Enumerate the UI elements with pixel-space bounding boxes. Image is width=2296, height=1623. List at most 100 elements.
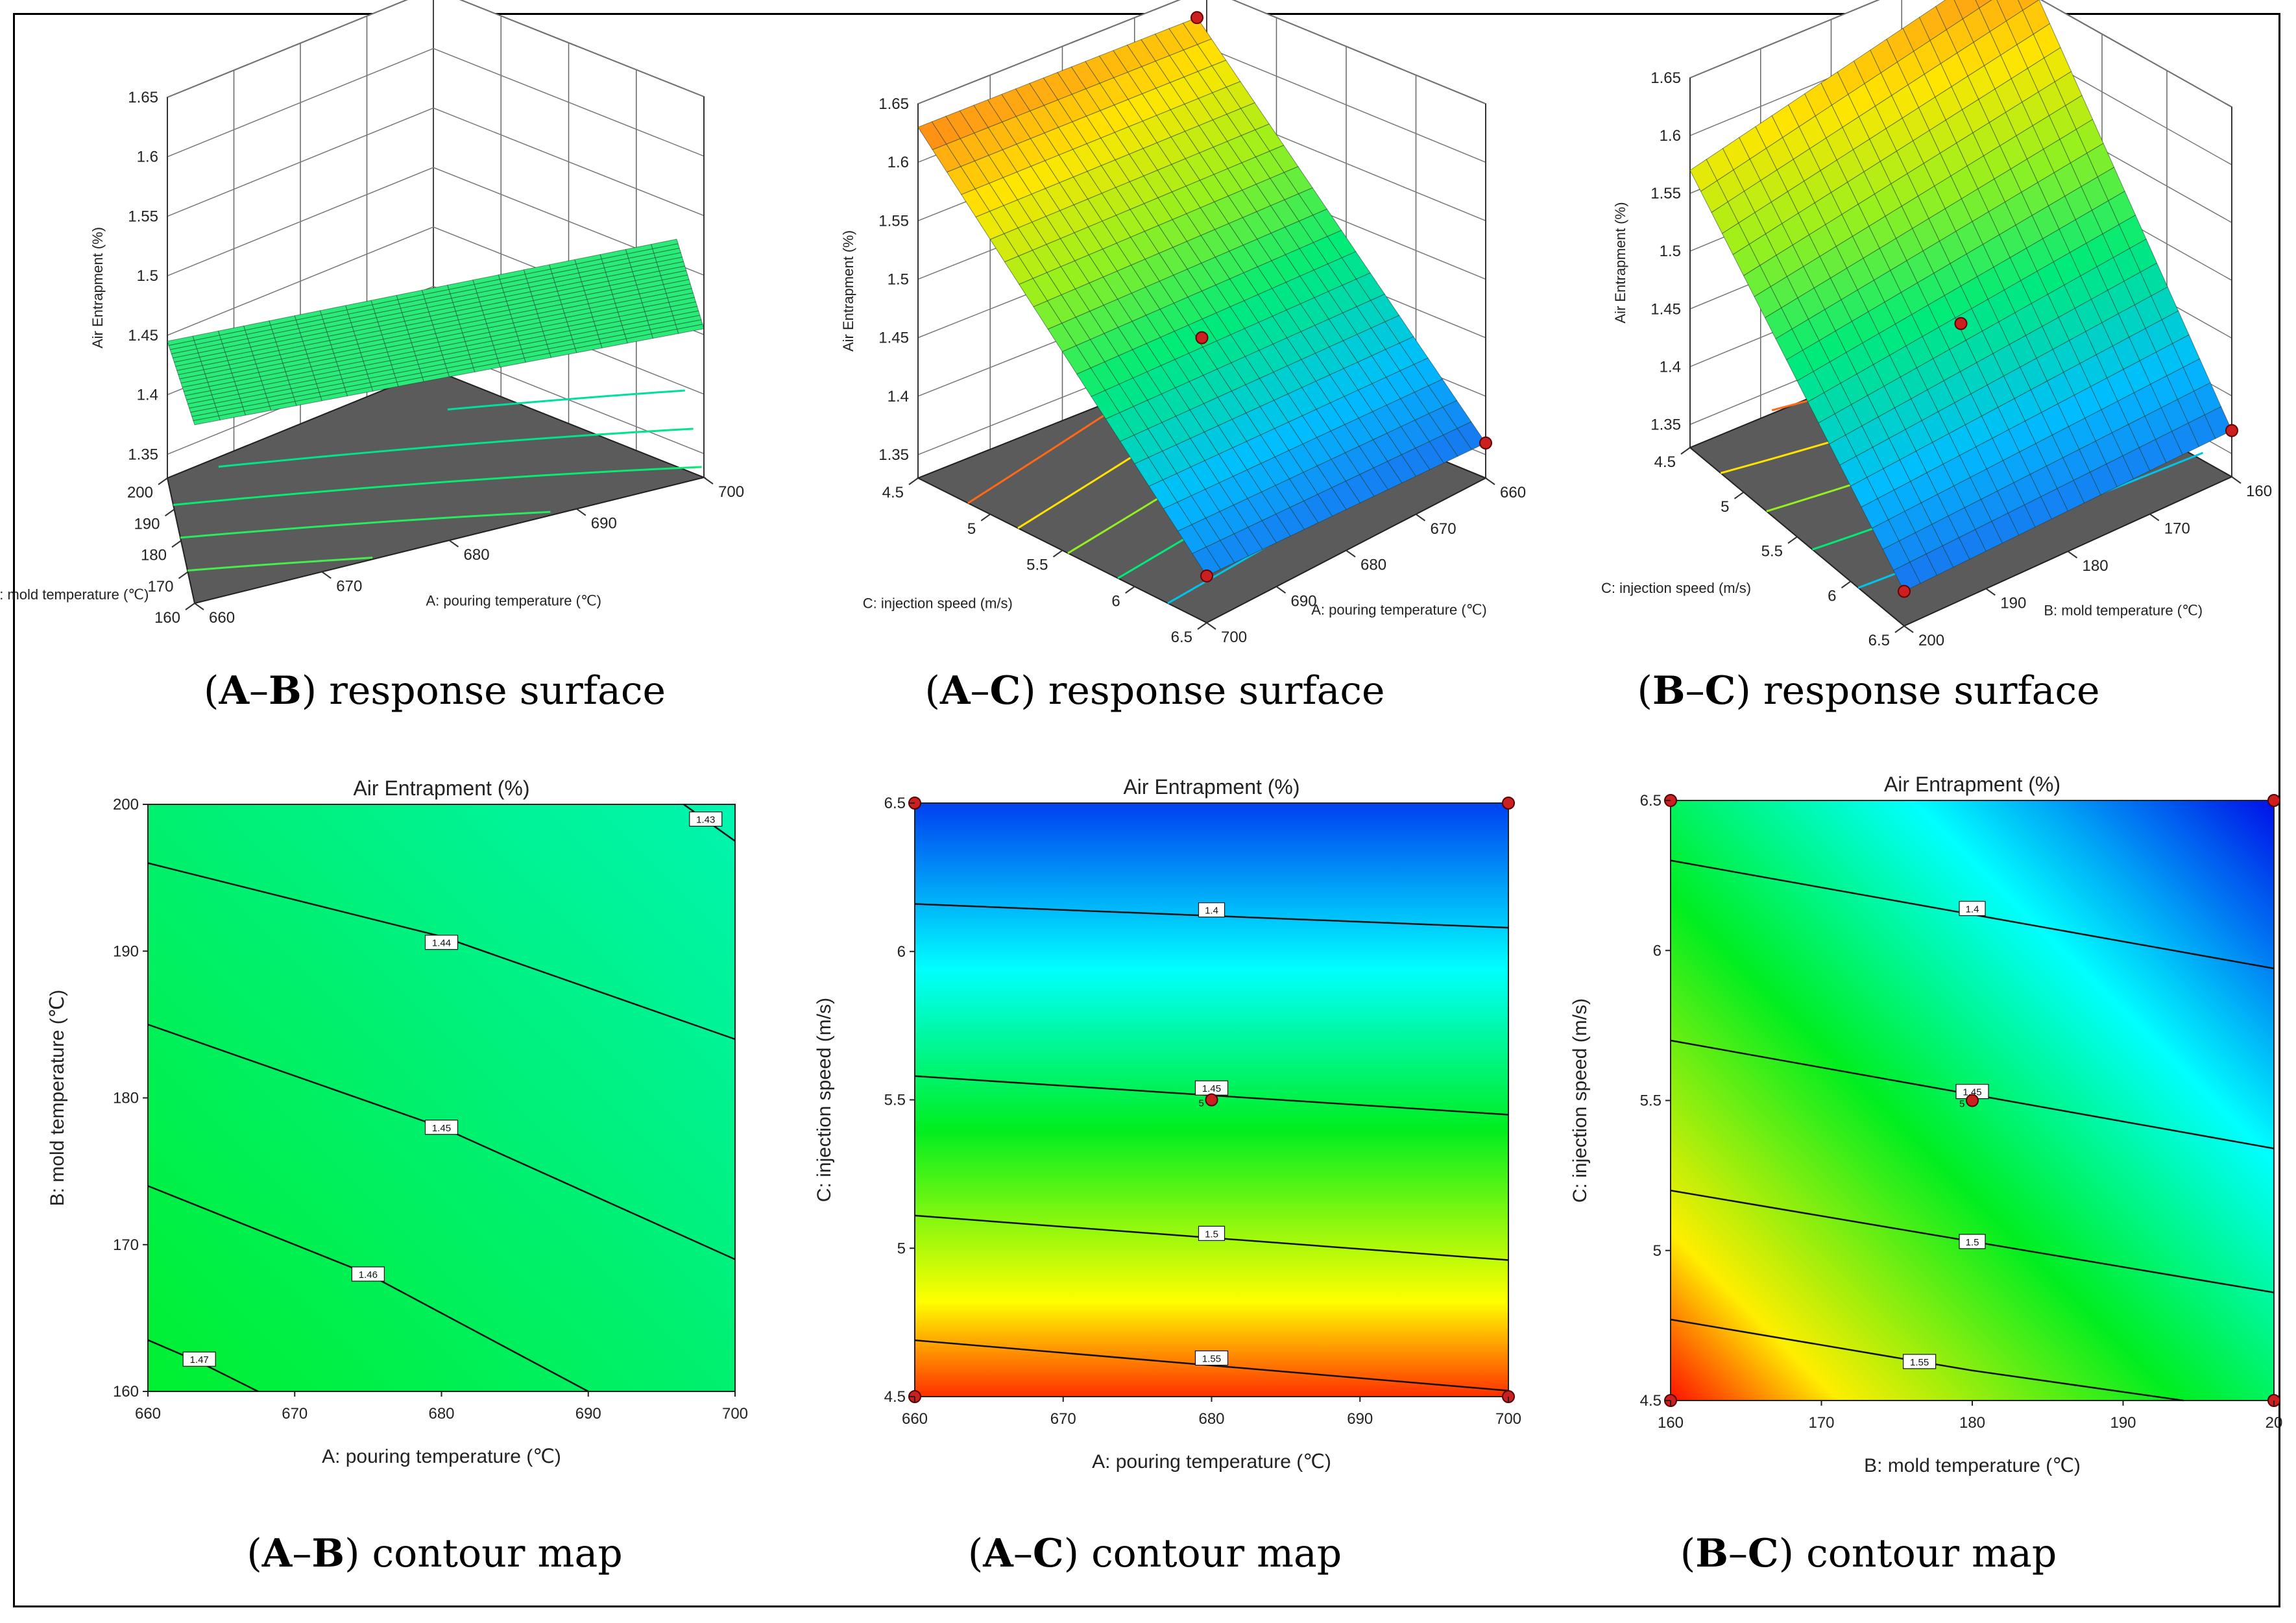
x-tick-label: 170 — [1808, 1414, 1834, 1432]
y-tick-label: 200 — [113, 796, 139, 813]
caption-a-b-surface: (A–B) response surface — [204, 668, 666, 714]
y-axis: 160 170 180 190 200 B: mold temperature (℃) — [0, 477, 195, 627]
x-tick — [1346, 549, 1356, 558]
y-tick — [908, 477, 919, 485]
z-tick-label: 1.45 — [128, 327, 158, 344]
y-tick-label: 5.5 — [884, 1092, 906, 1109]
z-tick-label: 1.65 — [1650, 69, 1681, 87]
surface-cell — [1979, 0, 2007, 32]
x-axis-title: A: pouring temperature (℃) — [322, 1446, 561, 1467]
y-tick — [1197, 622, 1207, 630]
y-tick-label: 5 — [1653, 1242, 1662, 1260]
contour-label: 1.55 — [1202, 1354, 1221, 1365]
x-tick-label: 690 — [1347, 1410, 1373, 1428]
contour-label-box — [689, 812, 723, 827]
y-tick — [1734, 491, 1745, 499]
surface-mesh — [1689, 0, 2232, 592]
caption-b-c-contour: (B–C) contour map — [1680, 1531, 2057, 1576]
contour-label-box — [1194, 1350, 1229, 1366]
contour-label: 1.55 — [1910, 1357, 1929, 1368]
contour-label: 1.5 — [1966, 1237, 1979, 1248]
z-grid-line — [167, 167, 705, 276]
y-tick-label: 6.5 — [1868, 632, 1890, 649]
x-tick — [1985, 588, 1996, 596]
contour-label-box — [351, 1266, 385, 1282]
contour-label-box — [1198, 1225, 1226, 1241]
z-grid-line — [1689, 0, 2232, 108]
z-tick-label: 1.35 — [128, 446, 158, 463]
contour-chart-a-b: Air Entrapment (%) 1.43 1.44 1.45 1.46 1.47 66… — [47, 776, 748, 1467]
y-tick-label: 5.5 — [1026, 557, 1048, 574]
y-axis: 6.5 6 5.5 5 4.5 C: injection speed (m/s) — [1601, 447, 1905, 649]
y-tick-label: 6 — [1111, 592, 1120, 610]
y-axis-title: B: mold temperature (℃) — [0, 586, 149, 603]
y-tick — [980, 513, 991, 522]
y-axis-title: C: injection speed (m/s) — [863, 595, 1013, 611]
z-tick-label: 1.4 — [888, 388, 909, 405]
center-point-count: 5 — [1959, 1099, 1964, 1110]
x-axis-title: A: pouring temperature (℃) — [1092, 1451, 1331, 1473]
y-tick-label: 4.5 — [1640, 1392, 1662, 1410]
x-tick-label: 670 — [336, 578, 362, 595]
design-point — [1502, 797, 1515, 810]
x-tick-label: 190 — [2000, 595, 2026, 612]
design-point — [2267, 794, 2280, 807]
x-tick-label: 170 — [2164, 520, 2190, 538]
y-tick-label: 200 — [127, 484, 153, 501]
z-grid-line — [167, 47, 705, 158]
surface-cell — [1953, 0, 1980, 19]
y-tick — [158, 477, 168, 485]
z-tick-label: 1.6 — [1660, 127, 1681, 145]
z-tick-label: 1.55 — [1650, 185, 1681, 202]
contour-label: 1.43 — [696, 815, 715, 826]
surface-cell — [1935, 0, 1964, 30]
x-tick — [321, 571, 332, 579]
x-axis-title: B: mold temperature (℃) — [1864, 1455, 2081, 1476]
x-tick — [2231, 476, 2242, 484]
design-point — [1954, 317, 1968, 330]
contour-chart-b-c: Air Entrapment (%) 1.4 1.45 1.5 1.55 5 160 170 1… — [1569, 773, 2282, 1476]
contour-label: 1.45 — [1202, 1083, 1221, 1094]
y-tick — [185, 603, 195, 610]
floor-contours — [173, 389, 702, 571]
design-point — [2225, 424, 2238, 437]
x-tick-label: 700 — [1221, 629, 1247, 646]
z-axis-title: Air Entrapment (%) — [1612, 202, 1628, 323]
design-point — [1195, 331, 1209, 344]
y-tick-label: 180 — [141, 547, 167, 564]
design-point — [1898, 584, 1911, 598]
y-tick-label: 5.5 — [1640, 1092, 1662, 1110]
floor-contour-line — [180, 511, 551, 539]
caption-a-c-contour: (A–C) contour map — [967, 1531, 1342, 1576]
x-tick-label: 700 — [1495, 1410, 1521, 1428]
z-tick-label: 1.6 — [137, 149, 158, 166]
y-tick-label: 170 — [147, 578, 173, 595]
contour-line — [1670, 1318, 2184, 1402]
z-grid-line — [917, 0, 1486, 104]
x-tick-label: 160 — [1658, 1414, 1684, 1432]
y-tick — [1841, 581, 1852, 589]
y-tick-label: 190 — [113, 943, 139, 960]
x-tick-label: 690 — [1291, 592, 1317, 610]
y-tick — [1680, 447, 1691, 455]
y-tick-label: 5 — [1721, 498, 1729, 516]
contour-title: Air Entrapment (%) — [1884, 773, 2060, 796]
x-tick-label: 190 — [2110, 1414, 2136, 1432]
y-tick-label: 180 — [113, 1090, 139, 1107]
x-tick-label: 180 — [1959, 1414, 1985, 1432]
x-tick-label: 680 — [1198, 1410, 1224, 1428]
z-tick-label: 1.4 — [137, 387, 158, 404]
x-tick-label: 670 — [282, 1405, 308, 1423]
x-tick — [2067, 551, 2078, 559]
x-tick-label: 680 — [1360, 557, 1386, 574]
z-tick-label: 1.55 — [878, 212, 909, 230]
z-grid-line — [167, 107, 705, 217]
contour-label: 1.4 — [1205, 906, 1218, 917]
y-tick — [1787, 536, 1798, 544]
x-axis-title: A: pouring temperature (℃) — [1311, 601, 1487, 618]
y-tick — [1125, 586, 1135, 594]
x-tick-label: 200 — [1918, 632, 1944, 649]
x-tick — [448, 540, 459, 547]
center-point-count: 5 — [1199, 1098, 1204, 1109]
x-tick-label: 660 — [209, 609, 235, 627]
